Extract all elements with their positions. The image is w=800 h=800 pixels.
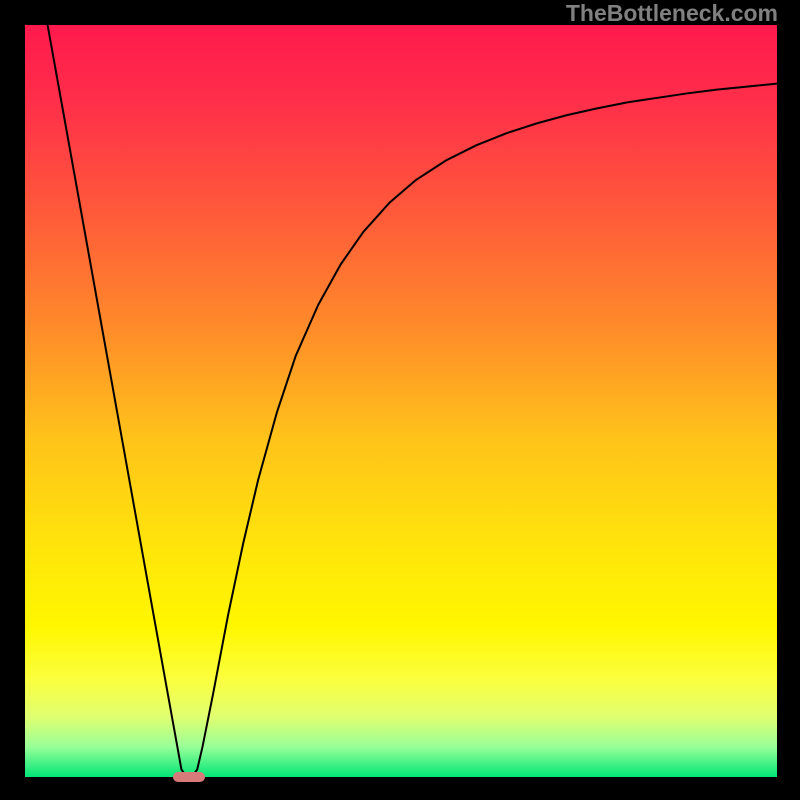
- bottleneck-curve: [25, 25, 777, 777]
- optimum-marker: [173, 772, 205, 782]
- watermark-text: TheBottleneck.com: [566, 0, 778, 27]
- plot-area: [25, 25, 777, 777]
- chart-container: TheBottleneck.com: [0, 0, 800, 800]
